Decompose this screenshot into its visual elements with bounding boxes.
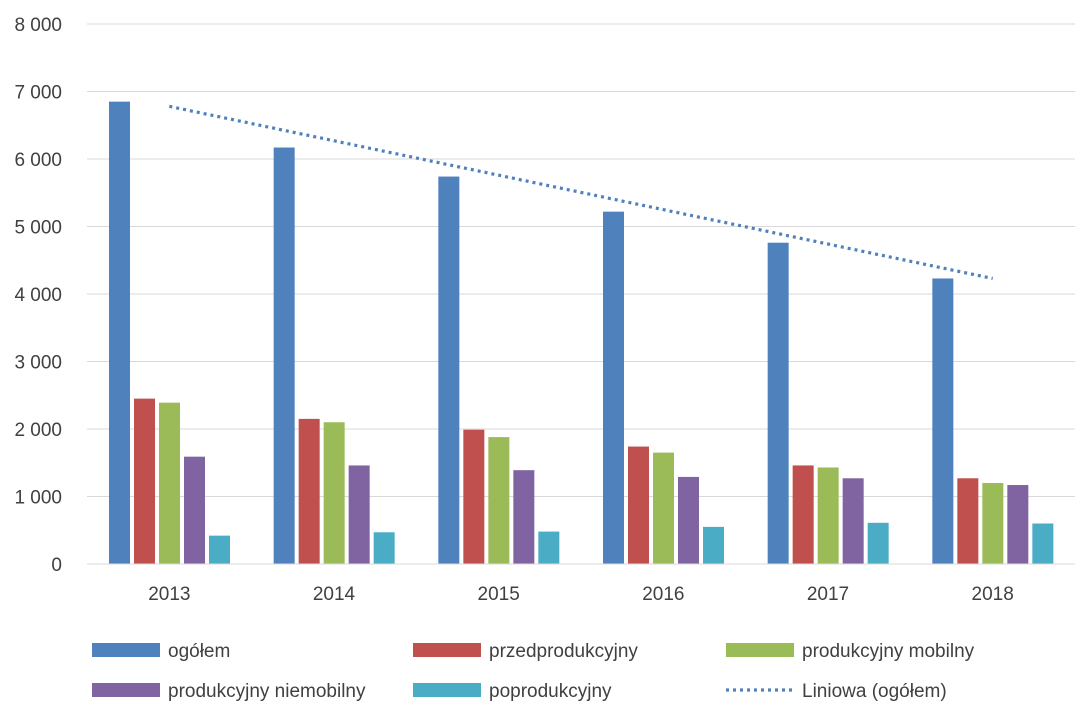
y-tick-label: 1 000 [14,488,62,509]
x-tick-label: 2015 [478,584,520,605]
series-0 [109,101,954,565]
bar [159,402,180,564]
y-tick-label: 0 [51,555,62,576]
x-tick-label: 2018 [972,584,1014,605]
x-axis-ticks: 2013 2014 2015 2016 2017 2018 [148,584,1014,605]
y-tick-label: 4 000 [14,285,62,306]
series-1 [134,398,979,564]
x-tick-label: 2016 [642,584,684,605]
bar [703,526,724,564]
bar [513,470,535,564]
legend-swatch [92,643,160,657]
y-tick-label: 8 000 [14,15,62,36]
bar [932,278,954,564]
y-axis-ticks: 0 1 000 2 000 3 000 4 000 5 000 6 000 7 000 8 00… [14,15,62,576]
gridlines [87,23,1075,497]
bar [348,465,370,564]
bar [767,242,789,564]
bar [463,429,485,564]
bar [184,456,205,564]
bar [373,532,395,564]
bar [982,483,1004,564]
bar [867,522,889,564]
trendline [169,104,993,281]
bar [1007,485,1029,564]
bar [134,398,155,564]
trendline-path [169,104,993,281]
bar [653,452,674,564]
bar [628,446,649,564]
bar [109,101,130,564]
bar [438,176,460,565]
bar [273,147,295,564]
bar [323,422,345,564]
y-tick-label: 7 000 [14,83,62,104]
legend-label: produkcyjny mobilny [802,641,975,662]
bar [488,437,510,564]
legend-label: Liniowa (ogółem) [802,681,947,702]
legend-swatch [726,643,794,657]
bar [209,535,230,564]
legend-swatch [92,683,160,697]
bar [957,478,979,564]
x-tick-label: 2013 [148,584,190,605]
legend-item: produkcyjny mobilny [726,641,975,662]
bar [1032,523,1054,564]
y-tick-label: 2 000 [14,420,62,441]
bars [109,101,1054,565]
series-3 [184,456,1029,564]
bar [538,531,560,564]
bar [603,211,624,564]
y-tick-label: 6 000 [14,150,62,171]
y-tick-label: 5 000 [14,218,62,239]
legend-label: produkcyjny niemobilny [168,681,366,702]
x-tick-label: 2017 [807,584,849,605]
legend-item: Liniowa (ogółem) [726,681,947,702]
bar [792,465,814,564]
y-tick-label: 3 000 [14,353,62,374]
bar [678,476,699,564]
legend-item: ogółem [92,641,230,662]
legend: ogółem przedprodukcyjny produkcyjny mobiln… [92,641,975,702]
legend-label: poprodukcyjny [489,681,612,702]
legend-item: przedprodukcyjny [413,641,638,662]
legend-item: produkcyjny niemobilny [92,681,366,702]
bar [298,418,320,564]
legend-swatch [413,643,481,657]
legend-label: ogółem [168,641,230,662]
bar [817,467,839,564]
series-2 [159,402,1004,564]
legend-label: przedprodukcyjny [489,641,638,662]
x-tick-label: 2014 [313,584,356,605]
series-4 [209,522,1054,564]
bar [842,478,864,564]
legend-swatch [413,683,481,697]
legend-item: poprodukcyjny [413,681,612,702]
